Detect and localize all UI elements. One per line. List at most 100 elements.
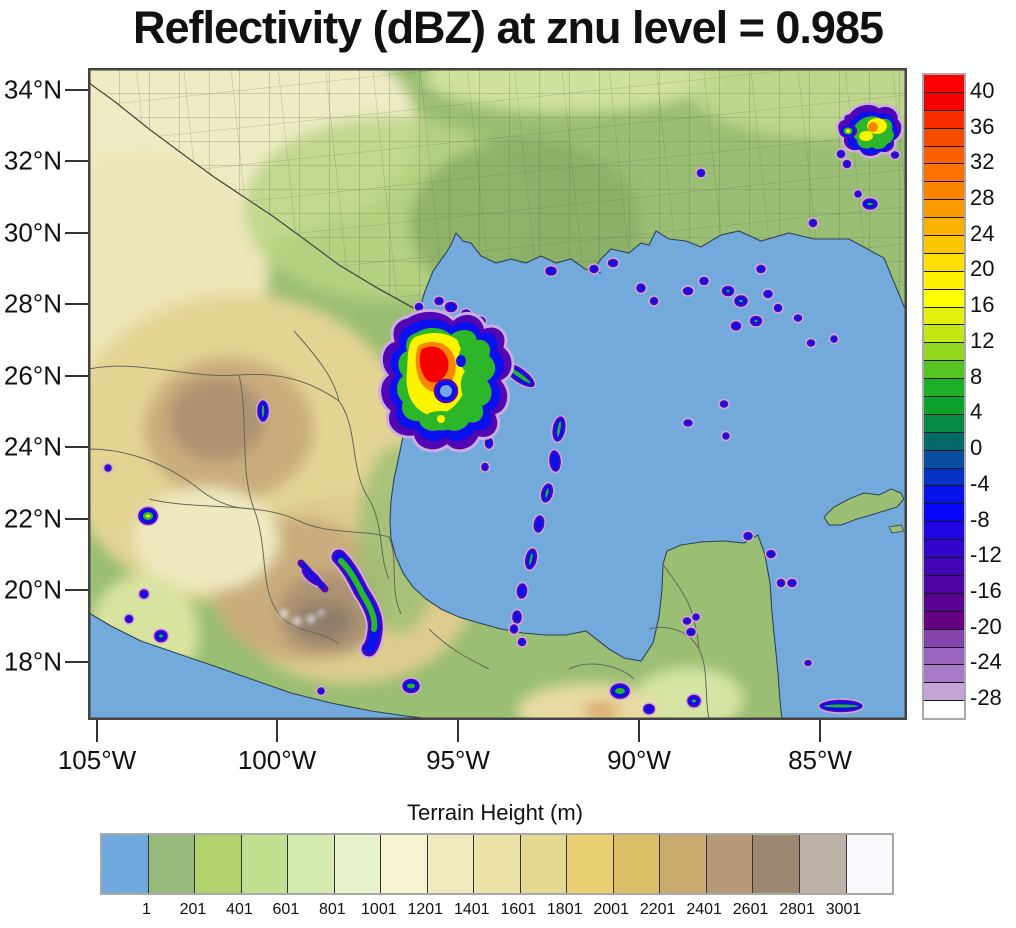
reflectivity-cell bbox=[152, 628, 170, 644]
us-mexico-border bbox=[89, 82, 420, 312]
lon-tick-mark bbox=[276, 719, 278, 742]
reflectivity-cell bbox=[606, 257, 620, 269]
lat-tick-mark bbox=[65, 89, 88, 91]
reflectivity-cell bbox=[775, 577, 787, 589]
plot-title: Reflectivity (dBZ) at znu level = 0.985 bbox=[132, 2, 884, 53]
dbz-tick-label: 40 bbox=[970, 77, 995, 103]
reflectivity-cell bbox=[720, 284, 736, 298]
terrain-tick-label: 2401 bbox=[686, 901, 722, 918]
reflectivity-cell bbox=[641, 702, 657, 716]
terrain-color-box bbox=[752, 835, 799, 893]
mexico-state-boundaries bbox=[89, 330, 710, 719]
lat-tick-label: 32°N bbox=[3, 145, 62, 176]
reflectivity-cell bbox=[539, 482, 555, 504]
terrain-color-box bbox=[380, 835, 427, 893]
reflectivity-cell bbox=[532, 513, 546, 535]
terrain-tick-label: 201 bbox=[179, 901, 207, 918]
reflectivity-cell bbox=[515, 581, 529, 601]
reflectivity-cell bbox=[697, 275, 711, 287]
terrain-color-box bbox=[659, 835, 706, 893]
lon-tick-label: 90°W bbox=[607, 745, 671, 775]
reflectivity-cell bbox=[432, 295, 446, 307]
lon-tick-mark bbox=[819, 719, 821, 742]
reflectivity-cell bbox=[805, 337, 817, 349]
dbz-color-box bbox=[924, 324, 964, 343]
reflectivity-cell bbox=[479, 461, 491, 473]
georgia-storm-cell bbox=[835, 102, 904, 159]
reflectivity-cell bbox=[510, 608, 524, 626]
dbz-color-box bbox=[924, 539, 964, 558]
lon-tick-mark bbox=[96, 719, 98, 742]
dbz-tick-label: 24 bbox=[970, 220, 995, 246]
dbz-tick-label: 16 bbox=[970, 292, 995, 318]
terrain-tick-label: 801 bbox=[318, 901, 346, 918]
terrain-tick-label: 1401 bbox=[453, 901, 490, 918]
reflectivity-cell bbox=[508, 622, 520, 636]
reflectivity-cell bbox=[648, 295, 660, 307]
dbz-color-box bbox=[924, 360, 964, 379]
terrain-color-box bbox=[102, 835, 148, 893]
lon-tick-label: 85°W bbox=[788, 745, 852, 775]
reflectivity-cell bbox=[718, 398, 730, 410]
lat-tick-label: 34°N bbox=[3, 74, 62, 105]
terrain-tick-label: 2601 bbox=[732, 901, 769, 918]
dbz-tick-label: -12 bbox=[970, 542, 1002, 568]
lat-tick-label: 26°N bbox=[3, 360, 62, 391]
dbz-color-box bbox=[924, 270, 964, 289]
reflectivity-cell bbox=[690, 611, 702, 623]
terrain-tick-label: 2801 bbox=[779, 901, 815, 918]
terrain-tick-label: 1601 bbox=[500, 901, 537, 918]
dbz-color-box bbox=[924, 342, 964, 361]
dbz-color-box bbox=[924, 75, 964, 92]
lat-tick-mark bbox=[65, 375, 88, 377]
reflectivity-cell bbox=[551, 414, 567, 444]
dbz-color-box bbox=[924, 127, 964, 146]
reflectivity-cell bbox=[681, 615, 693, 627]
reflectivity-cell bbox=[123, 613, 135, 625]
dbz-color-box bbox=[924, 217, 964, 236]
reflectivity-cell bbox=[828, 333, 840, 345]
map-plot-area bbox=[88, 68, 907, 720]
terrain-color-box bbox=[333, 835, 381, 893]
terrain-tick-label: 1 bbox=[142, 901, 151, 918]
terrain-color-box bbox=[845, 835, 893, 893]
terrain-tick-label: 1801 bbox=[546, 901, 583, 918]
lon-tick-mark bbox=[457, 719, 459, 742]
dbz-color-box bbox=[924, 646, 964, 665]
dbz-tick-label: 12 bbox=[970, 327, 995, 353]
dbz-tick-label: 8 bbox=[970, 363, 983, 389]
dbz-color-box bbox=[924, 181, 964, 200]
terrain-color-box bbox=[566, 835, 613, 893]
dbz-colorbar bbox=[922, 73, 966, 720]
map-border bbox=[89, 69, 906, 719]
dbz-color-box bbox=[924, 664, 964, 683]
reflectivity-cell bbox=[516, 636, 528, 648]
lon-tick-label: 105°W bbox=[57, 745, 137, 775]
dbz-tick-label: 36 bbox=[970, 113, 995, 139]
lat-tick-mark bbox=[65, 160, 88, 162]
dbz-tick-label: -28 bbox=[970, 685, 1002, 711]
dbz-tick-label: 32 bbox=[970, 149, 995, 175]
lon-tick-mark bbox=[638, 719, 640, 742]
dbz-tick-label: -16 bbox=[970, 577, 1002, 603]
reflectivity-cell bbox=[761, 288, 775, 300]
reflectivity-cell bbox=[523, 546, 539, 572]
terrain-tick-label: 3001 bbox=[825, 901, 862, 918]
reflectivity-cell bbox=[608, 681, 632, 701]
dbz-color-box bbox=[924, 610, 964, 629]
lat-tick-label: 30°N bbox=[3, 217, 62, 248]
terrain-colorbar-title: Terrain Height (m) bbox=[406, 800, 584, 825]
dbz-color-box bbox=[924, 91, 964, 110]
dbz-color-box bbox=[924, 413, 964, 432]
dbz-tick-label: -8 bbox=[970, 506, 990, 532]
lat-tick-mark bbox=[65, 661, 88, 663]
dbz-color-box bbox=[924, 503, 964, 522]
reflectivity-cell bbox=[255, 398, 271, 424]
reflectivity-cell bbox=[792, 312, 804, 324]
reflectivity-cell bbox=[729, 319, 743, 333]
reflectivity-cell bbox=[685, 693, 703, 709]
lat-tick-mark bbox=[65, 518, 88, 520]
terrain-color-box bbox=[147, 835, 195, 893]
map-canvas bbox=[89, 69, 906, 719]
dbz-color-box bbox=[924, 485, 964, 504]
